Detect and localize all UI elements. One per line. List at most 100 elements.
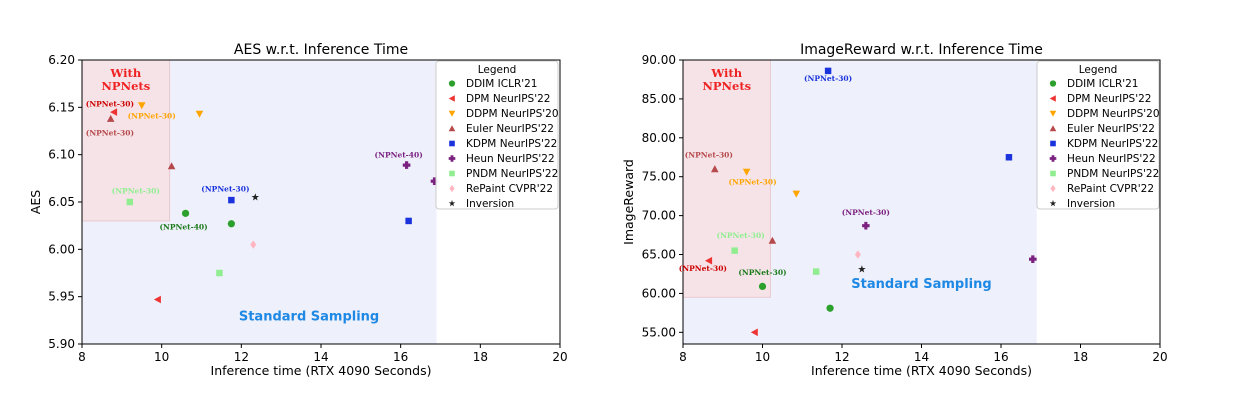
x-tick-label: 12 [834, 350, 849, 364]
y-tick-label: 6.00 [48, 242, 75, 256]
legend-marker [1049, 125, 1057, 132]
point-annotation: (NPNet-30) [128, 112, 176, 121]
data-point [711, 165, 719, 173]
legend-entry: Inversion [1067, 198, 1115, 210]
data-point [167, 162, 176, 170]
data-point [1029, 255, 1037, 263]
y-tick-label: 5.95 [48, 290, 75, 304]
x-tick-label: 8 [78, 350, 86, 364]
legend-marker [1050, 170, 1056, 177]
legend-marker [449, 140, 455, 147]
legend-entry: PNDM NeurIPS'22 [1067, 168, 1159, 180]
data-point [228, 196, 235, 204]
data-point [862, 221, 870, 230]
legend-entry: KDPM NeurIPS'22 [1067, 138, 1158, 150]
x-axis-label: Inference time (RTX 4090 Seconds) [811, 363, 1032, 378]
x-tick-label: 14 [914, 350, 929, 364]
y-tick-label: 90.00 [642, 53, 676, 67]
x-tick-label: 20 [1152, 350, 1167, 364]
legend-box [435, 60, 559, 210]
data-point [227, 220, 235, 228]
legend-marker [1049, 95, 1056, 102]
chart-title: ImageReward w.r.t. Inference Time [800, 42, 1043, 58]
legend-marker [1050, 140, 1056, 147]
data-point [758, 282, 767, 291]
legend-marker [449, 184, 455, 193]
point-annotation: (NPNet-30) [717, 231, 765, 240]
legend-marker [1049, 110, 1057, 117]
x-tick-label: 14 [313, 350, 328, 364]
data-point [731, 247, 738, 254]
legend-entry: Heun NeurIPS'22 [1067, 153, 1156, 165]
legend-entry: DDIM ICLR'21 [1067, 78, 1139, 90]
y-tick-label: 60.00 [642, 286, 676, 300]
legend-marker [449, 170, 455, 177]
legend-marker [448, 110, 456, 117]
legend-entry: KDPM NeurIPS'22 [466, 138, 557, 150]
legend-entry: DPM NeurIPS'22 [1067, 93, 1151, 105]
data-point [705, 256, 713, 265]
legend-marker [448, 200, 456, 207]
data-point [110, 108, 118, 116]
legend-entry: Inversion [466, 198, 514, 210]
legend-entry: Heun NeurIPS'22 [466, 153, 555, 165]
y-tick-label: 5.90 [48, 337, 75, 351]
data-point [1005, 154, 1013, 161]
data-point [750, 328, 758, 337]
chart-panel-1: With NPNets Standard Sampling 8 10 12 14 16 18 20… [28, 42, 568, 378]
data-point [106, 114, 115, 122]
point-annotation: (NPNet-30) [86, 99, 134, 108]
point-annotation: (NPNet-30) [728, 177, 776, 186]
point-annotation: (NPNet-30) [685, 150, 733, 159]
x-tick-label: 16 [993, 350, 1008, 364]
y-tick-label: 55.00 [642, 325, 676, 339]
y-tick-label: 65.00 [642, 248, 676, 262]
point-annotation: (NPNet-30) [738, 268, 786, 277]
legend-entry: DDPM NeurIPS'20 [1067, 108, 1160, 120]
legend-marker [1049, 200, 1057, 207]
legend-marker [448, 95, 455, 102]
x-tick-label: 12 [234, 350, 249, 364]
legend-entry: RePaint CVPR'22 [466, 183, 553, 195]
data-point [153, 295, 161, 304]
x-axis-label: Inference time (RTX 4090 Seconds) [211, 363, 432, 378]
npnet-region [682, 59, 771, 298]
legend-entry: Euler NeurIPS'22 [1067, 123, 1155, 135]
data-point [250, 240, 257, 249]
data-point [792, 190, 801, 198]
y-tick-label: 6.05 [48, 195, 75, 209]
data-point [137, 102, 146, 110]
legend-entry: PNDM NeurIPS'22 [466, 168, 558, 180]
point-annotation: (NPNet-30) [86, 129, 134, 138]
point-annotation: (NPNet-30) [201, 185, 249, 194]
data-point [812, 268, 820, 275]
legend-entry: RePaint CVPR'22 [1067, 183, 1154, 195]
data-point [251, 193, 260, 201]
legend-marker [1049, 80, 1057, 87]
data-point [826, 304, 834, 312]
npnet-region-label: With NPNets [702, 66, 751, 93]
standard-sampling-label: Standard Sampling [239, 309, 379, 324]
legend-entry: DPM NeurIPS'22 [466, 93, 550, 105]
y-axis-label: AES [28, 190, 43, 214]
point-annotation: (NPNet-40) [375, 151, 423, 160]
legend-title: Legend [1079, 64, 1118, 76]
data-point [126, 198, 134, 206]
y-axis-label: ImageReward [621, 159, 636, 245]
legend-marker [1049, 155, 1057, 162]
data-point [768, 236, 777, 244]
npnet-region-label: With NPNets [101, 66, 150, 93]
data-point [742, 168, 751, 176]
point-annotation: (NPNet-30) [679, 264, 727, 273]
legend-entry: DDPM NeurIPS'20 [466, 108, 559, 120]
legend-title: Legend [478, 64, 517, 76]
chart-title: AES w.r.t. Inference Time [234, 42, 408, 58]
data-point [854, 250, 861, 259]
y-tick-label: 80.00 [642, 131, 676, 145]
data-point [216, 269, 223, 277]
legend-entry: DDIM ICLR'21 [466, 78, 538, 90]
point-annotation: (NPNet-30) [804, 74, 852, 83]
data-point [195, 110, 204, 118]
legend-marker [448, 155, 456, 162]
y-tick-label: 75.00 [642, 170, 676, 184]
